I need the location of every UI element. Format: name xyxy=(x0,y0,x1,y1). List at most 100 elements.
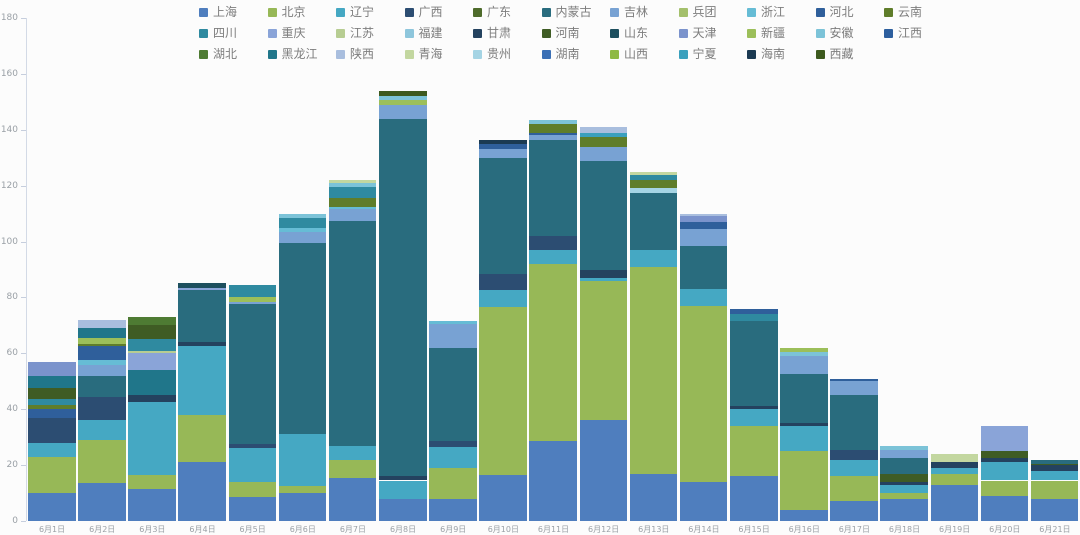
bar-segment-四川[interactable] xyxy=(629,174,678,181)
bar-segment-吉林[interactable] xyxy=(579,146,628,161)
bar-segment-辽宁[interactable] xyxy=(379,480,427,499)
bar-segment-河北[interactable] xyxy=(730,308,778,315)
bar-segment-内蒙古[interactable] xyxy=(880,458,929,474)
bar-segment-广西[interactable] xyxy=(28,417,76,443)
bar-segment-辽宁[interactable] xyxy=(629,249,678,267)
bar-segment-辽宁[interactable] xyxy=(930,467,979,474)
bar-segment-辽宁[interactable] xyxy=(1030,470,1079,481)
bar-segment-上海[interactable] xyxy=(328,477,377,521)
legend-item-宁夏[interactable]: 宁夏 xyxy=(678,48,717,60)
bar-segment-河北[interactable] xyxy=(830,378,878,382)
bar-segment-湖北[interactable] xyxy=(128,317,176,326)
bar-segment-辽宁[interactable] xyxy=(579,277,628,281)
bar-segment-重庆[interactable] xyxy=(980,426,1029,452)
bar-segment-吉林[interactable] xyxy=(679,228,728,246)
bar-segment-辽宁[interactable] xyxy=(880,484,929,494)
bar-segment-河北[interactable] xyxy=(679,222,728,229)
legend-item-海南[interactable]: 海南 xyxy=(747,48,785,60)
bar-segment-北京[interactable] xyxy=(228,481,277,498)
bar-segment-贵州[interactable] xyxy=(629,188,678,193)
bar-segment-吉林[interactable] xyxy=(228,301,277,305)
bar-segment-上海[interactable] xyxy=(830,501,878,521)
bar-segment-内蒙古[interactable] xyxy=(429,347,477,442)
bar-segment-浙江[interactable] xyxy=(78,360,126,365)
bar-segment-新疆[interactable] xyxy=(228,297,277,302)
bar-segment-上海[interactable] xyxy=(278,493,327,521)
bar-segment-上海[interactable] xyxy=(379,498,427,521)
bar-segment-北京[interactable] xyxy=(880,493,929,499)
legend-item-青海[interactable]: 青海 xyxy=(404,48,443,60)
bar-segment-北京[interactable] xyxy=(780,451,828,510)
bar-segment-云南[interactable] xyxy=(579,136,628,147)
bar-segment-安徽[interactable] xyxy=(278,213,327,218)
bar-segment-北京[interactable] xyxy=(980,480,1029,496)
bar-segment-上海[interactable] xyxy=(479,474,527,521)
bar-segment-四川[interactable] xyxy=(228,284,277,298)
bar-segment-吉林[interactable] xyxy=(479,149,527,158)
legend-item-吉林[interactable]: 吉林 xyxy=(610,6,648,18)
bar-segment-陕西[interactable] xyxy=(78,319,126,329)
bar-segment-安徽[interactable] xyxy=(529,120,578,125)
legend-item-江西[interactable]: 江西 xyxy=(884,27,922,39)
bar-segment-吉林[interactable] xyxy=(78,364,126,376)
bar-segment-北京[interactable] xyxy=(529,263,578,442)
bar-segment-安徽[interactable] xyxy=(880,445,929,450)
legend-item-湖南[interactable]: 湖南 xyxy=(541,48,580,60)
bar-segment-黑龙江[interactable] xyxy=(78,328,126,338)
bar-segment-河南[interactable] xyxy=(1030,463,1079,466)
bar-segment-内蒙古[interactable] xyxy=(780,374,828,424)
bar-segment-四川[interactable] xyxy=(278,217,327,228)
bar-segment-天津[interactable] xyxy=(679,216,728,222)
bar-segment-河北[interactable] xyxy=(28,409,76,418)
bar-segment-上海[interactable] xyxy=(78,483,126,521)
bar-segment-广西[interactable] xyxy=(429,441,477,447)
bar-segment-辽宁[interactable] xyxy=(278,434,327,487)
bar-segment-内蒙古[interactable] xyxy=(228,304,277,445)
bar-segment-浙江[interactable] xyxy=(328,206,377,210)
bar-segment-吉林[interactable] xyxy=(880,449,929,459)
bar-segment-甘肃[interactable] xyxy=(178,342,227,347)
bar-segment-广西[interactable] xyxy=(529,235,578,250)
legend-item-上海[interactable]: 上海 xyxy=(199,6,237,18)
bar-segment-内蒙古[interactable] xyxy=(278,242,327,435)
bar-segment-上海[interactable] xyxy=(730,476,778,521)
bar-segment-新疆[interactable] xyxy=(379,100,427,105)
legend-item-辽宁[interactable]: 辽宁 xyxy=(336,6,374,18)
bar-segment-上海[interactable] xyxy=(579,420,628,521)
bar-segment-上海[interactable] xyxy=(28,493,76,521)
legend-item-广东[interactable]: 广东 xyxy=(473,6,511,18)
bar-segment-吉林[interactable] xyxy=(328,209,377,221)
bar-segment-吉林[interactable] xyxy=(529,135,578,140)
bar-segment-北京[interactable] xyxy=(429,467,477,499)
bar-segment-河南[interactable] xyxy=(880,473,929,482)
bar-segment-河南[interactable] xyxy=(128,325,176,340)
legend-item-西藏[interactable]: 西藏 xyxy=(815,48,854,60)
bar-segment-西藏[interactable] xyxy=(379,90,427,97)
bar-segment-内蒙古[interactable] xyxy=(730,321,778,407)
bar-segment-甘肃[interactable] xyxy=(1030,465,1079,471)
bar-segment-辽宁[interactable] xyxy=(679,289,728,306)
bar-segment-山东[interactable] xyxy=(178,283,227,288)
legend-item-黑龙江[interactable]: 黑龙江 xyxy=(267,48,318,60)
bar-segment-辽宁[interactable] xyxy=(128,402,176,475)
bar-segment-广西[interactable] xyxy=(78,396,126,421)
legend-item-山西[interactable]: 山西 xyxy=(610,48,648,60)
bar-segment-甘肃[interactable] xyxy=(980,458,1029,463)
bar-segment-北京[interactable] xyxy=(1030,480,1079,499)
bar-segment-四川[interactable] xyxy=(730,314,778,322)
bar-segment-云南[interactable] xyxy=(78,343,126,347)
bar-segment-云南[interactable] xyxy=(28,405,76,410)
legend-item-兵团[interactable]: 兵团 xyxy=(678,6,717,18)
bar-segment-内蒙古[interactable] xyxy=(629,192,678,250)
bar-segment-上海[interactable] xyxy=(679,481,728,521)
bar-segment-内蒙古[interactable] xyxy=(679,245,728,290)
bar-segment-北京[interactable] xyxy=(730,426,778,477)
bar-segment-上海[interactable] xyxy=(429,498,477,521)
bar-segment-云南[interactable] xyxy=(328,198,377,207)
bar-segment-广西[interactable] xyxy=(228,444,277,449)
bar-segment-陕西[interactable] xyxy=(579,127,628,133)
bar-segment-吉林[interactable] xyxy=(429,324,477,348)
bar-segment-上海[interactable] xyxy=(1030,498,1079,521)
legend-item-江苏[interactable]: 江苏 xyxy=(336,27,374,39)
legend-item-陕西[interactable]: 陕西 xyxy=(336,48,374,60)
